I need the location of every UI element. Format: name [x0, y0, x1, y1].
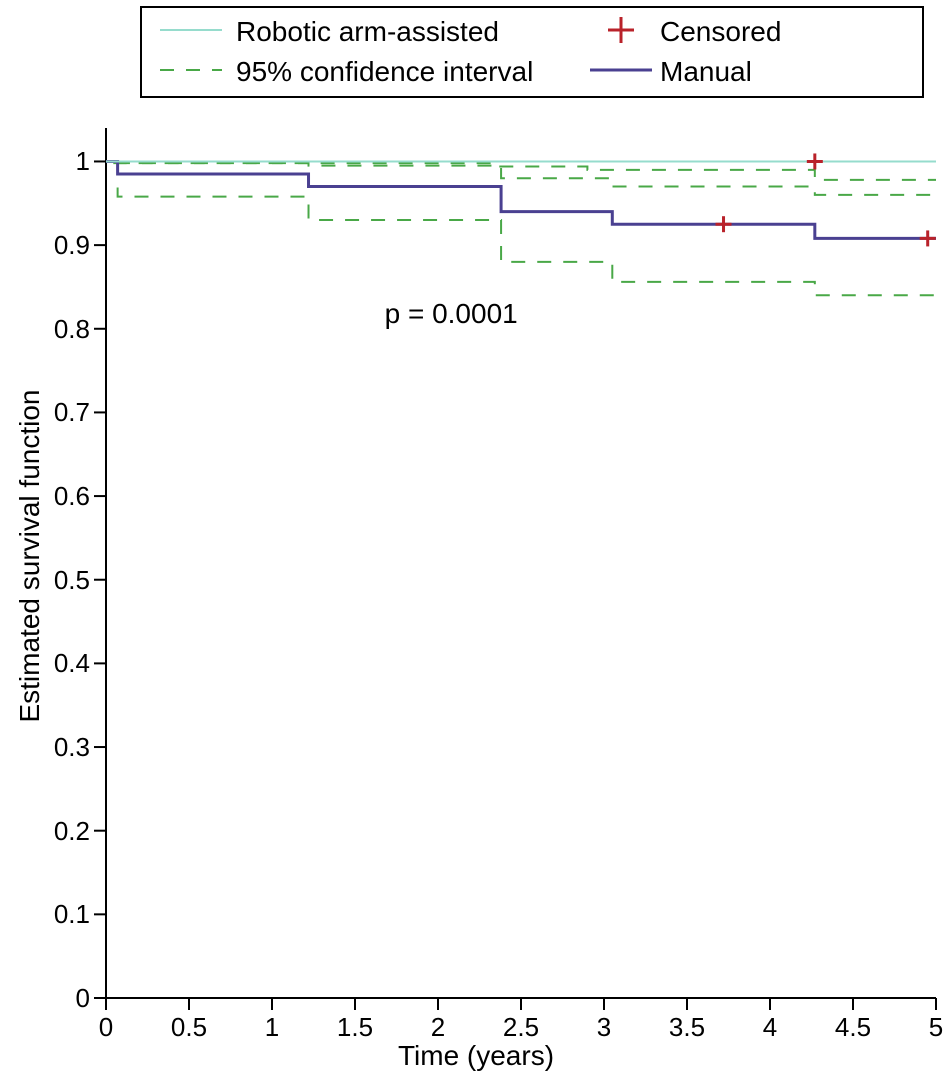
- x-tick-label: 3.5: [657, 1012, 717, 1043]
- x-tick-label: 5: [906, 1012, 952, 1043]
- y-axis-label: Estimated survival function: [14, 356, 46, 756]
- y-tick-label: 0.1: [30, 899, 90, 930]
- axes: [106, 128, 936, 998]
- y-tick-label: 0.2: [30, 816, 90, 847]
- x-ticks: [106, 998, 936, 1010]
- x-tick-label: 0: [76, 1012, 136, 1043]
- x-tick-label: 0.5: [159, 1012, 219, 1043]
- x-tick-label: 2.5: [491, 1012, 551, 1043]
- censored-markers: [716, 153, 936, 246]
- x-tick-label: 1: [242, 1012, 302, 1043]
- plot-area: [0, 0, 952, 1076]
- y-tick-label: 0.9: [30, 230, 90, 261]
- x-axis-label: Time (years): [0, 1040, 952, 1072]
- y-tick-label: 0.8: [30, 314, 90, 345]
- y-tick-label: 1: [30, 146, 90, 177]
- x-tick-label: 4: [740, 1012, 800, 1043]
- x-tick-label: 2: [408, 1012, 468, 1043]
- x-tick-label: 1.5: [325, 1012, 385, 1043]
- p-value-annotation: p = 0.0001: [385, 298, 518, 330]
- y-tick-label: 0: [30, 983, 90, 1014]
- y-ticks: [94, 161, 106, 998]
- x-tick-label: 4.5: [823, 1012, 883, 1043]
- series-lines: [106, 161, 936, 295]
- survival-chart: Robotic arm-assisted Censored 95% confid…: [0, 0, 952, 1076]
- x-tick-label: 3: [574, 1012, 634, 1043]
